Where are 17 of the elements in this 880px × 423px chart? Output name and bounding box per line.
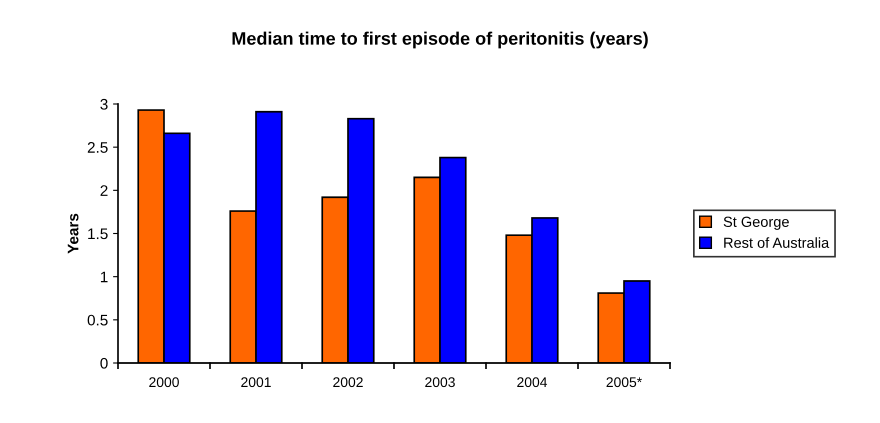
y-tick-label: 0 [100,358,108,369]
x-tick-label: 2000 [149,377,179,388]
y-tick-label: 0.5 [88,314,108,326]
y-tick-label: 2.5 [88,142,108,153]
x-tick-label: 2004 [517,377,548,388]
x-tick-label: 2001 [241,377,271,388]
x-tick-label: 2003 [425,377,455,388]
x-tick-label: 2005* [606,377,642,388]
y-tick-label: 1 [100,272,108,282]
legend-label: Rest of Australia [724,237,830,248]
y-tick-label: 3 [100,98,108,110]
chart-title: Median time to first episode of peritonitis (years) [232,32,648,48]
x-tick-label: 2002 [333,377,363,388]
y-tick-label: 2 [100,185,108,196]
legend-label: St George [724,216,789,230]
y-tick-label: 1.5 [88,228,108,240]
y-axis-title: Years [68,214,78,254]
